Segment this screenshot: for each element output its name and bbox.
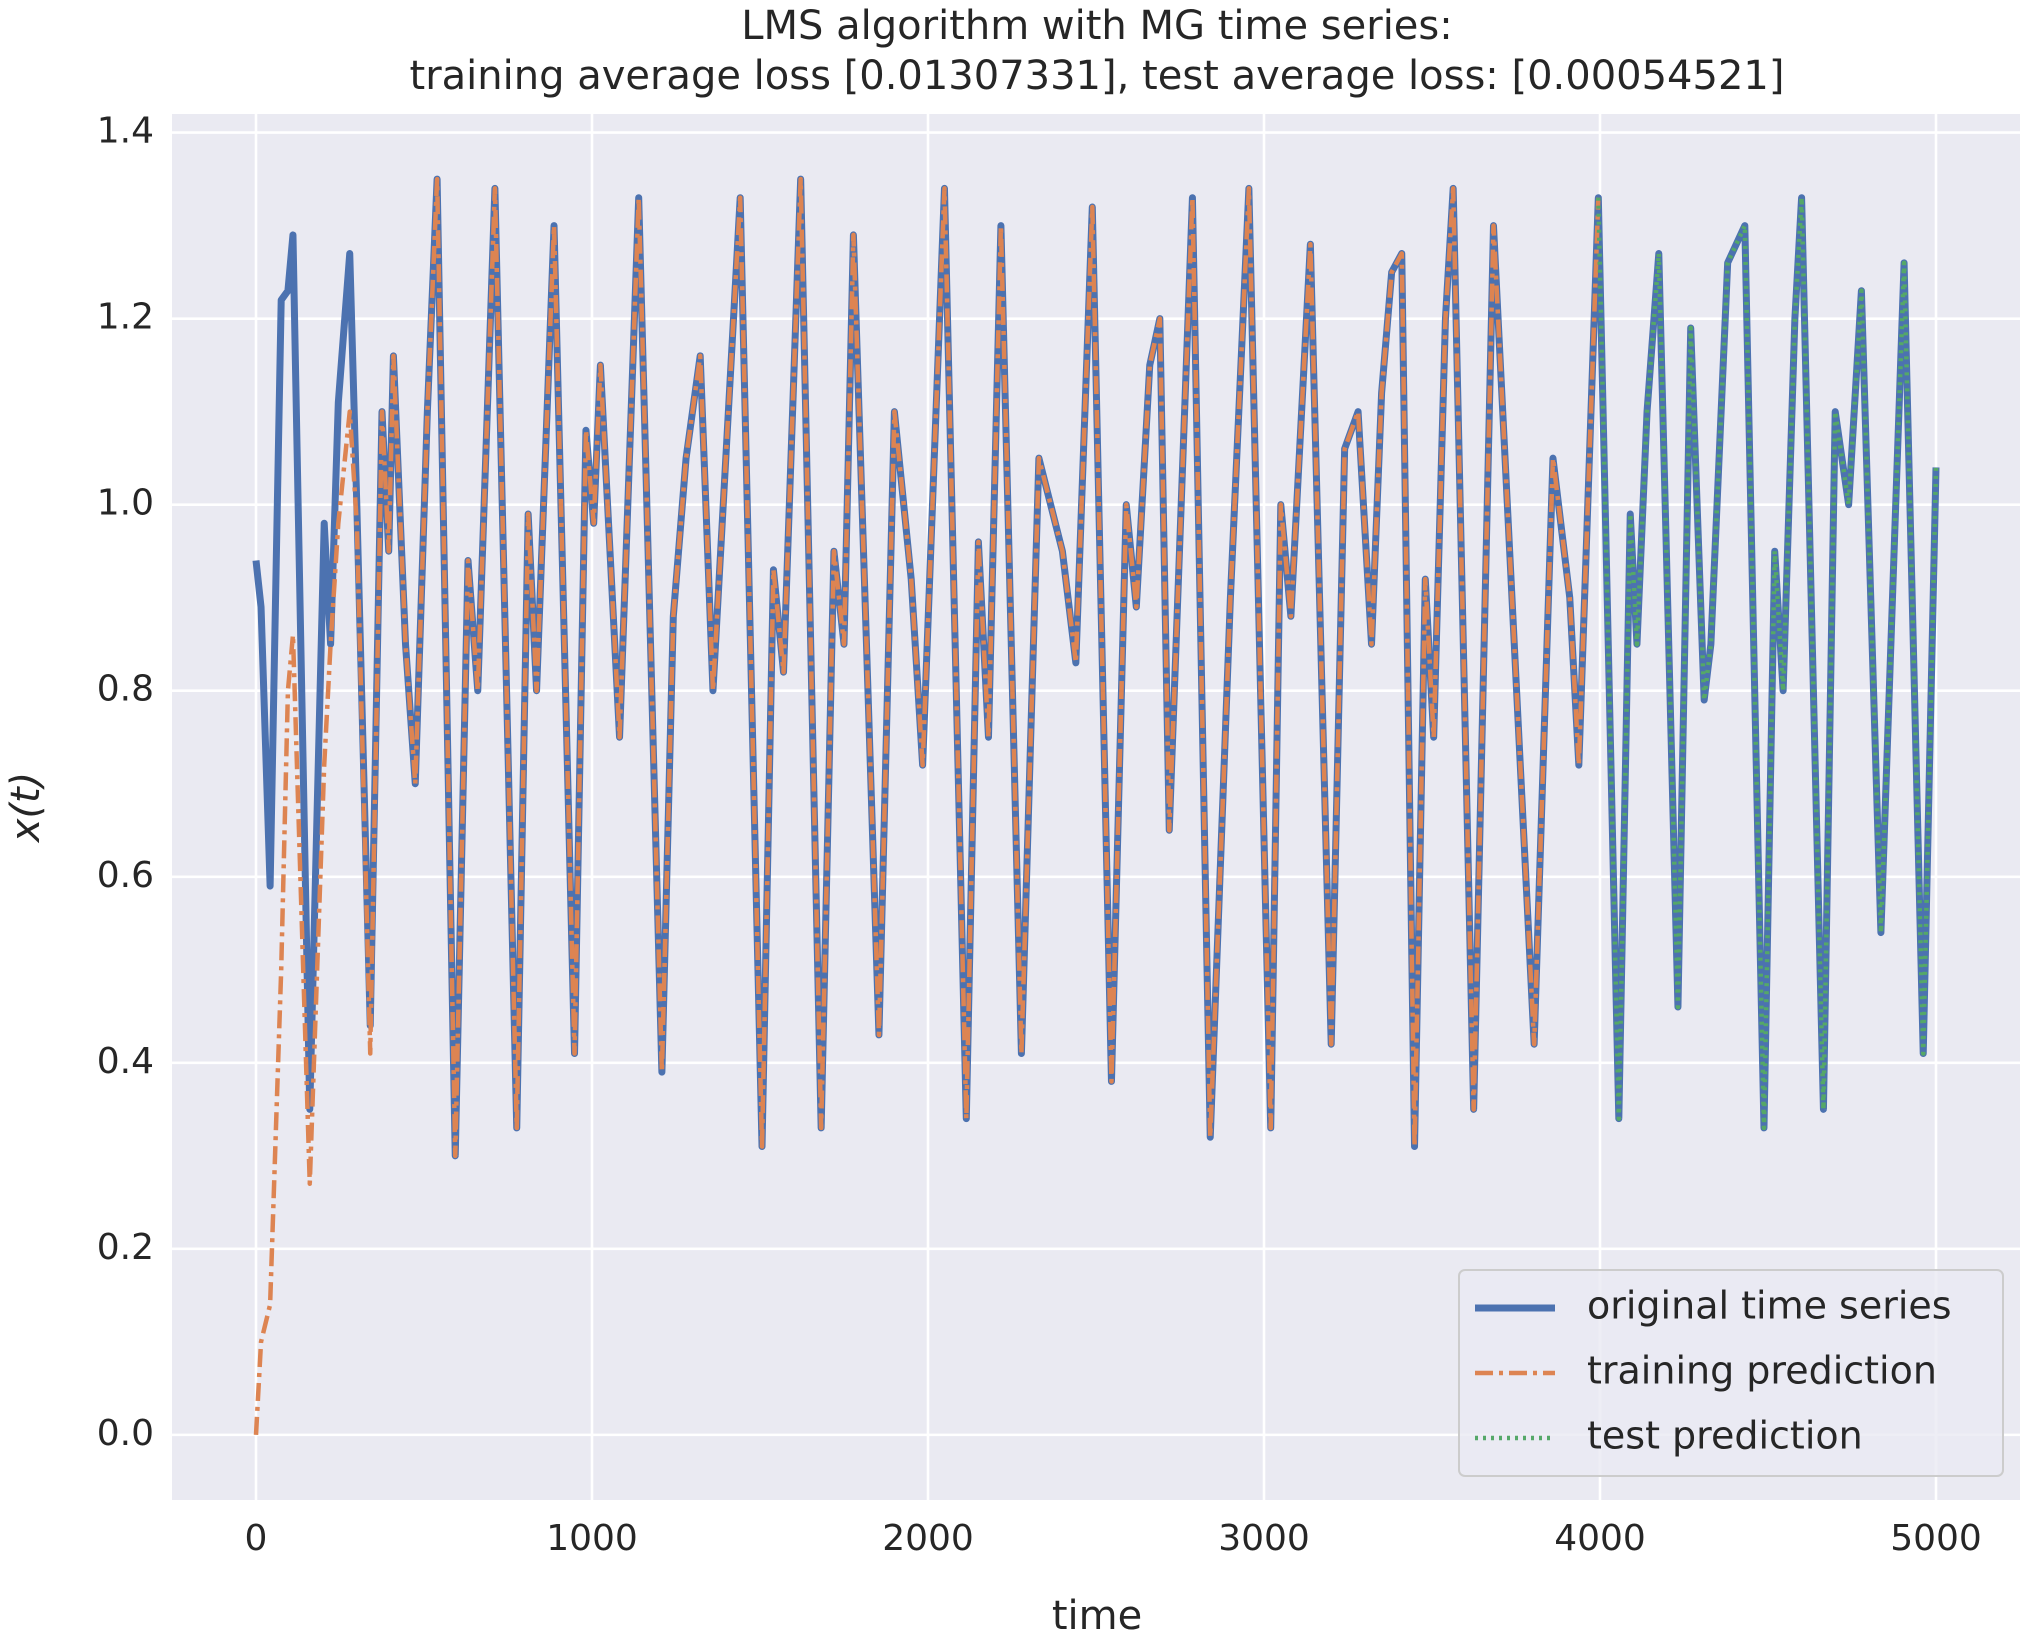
x-tick-label: 2000 — [882, 1518, 974, 1559]
y-tick-label: 0.6 — [97, 855, 154, 896]
y-tick-label: 1.4 — [97, 111, 154, 152]
x-tick-label: 3000 — [1218, 1518, 1310, 1559]
chart-title: training average loss [0.01307331], test… — [410, 53, 1785, 99]
y-tick-label: 1.2 — [97, 297, 154, 338]
legend-box — [1458, 1269, 2004, 1477]
legend-label: test prediction — [1587, 1414, 1863, 1458]
x-tick-label: 1000 — [546, 1518, 638, 1559]
y-tick-label: 0.8 — [97, 669, 154, 710]
series-line — [1596, 195, 1939, 1131]
y-tick-label: 0.0 — [97, 1413, 154, 1454]
x-axis-label: time — [1052, 1593, 1142, 1639]
y-tick-label: 1.0 — [97, 483, 154, 524]
series-line — [253, 176, 1601, 1436]
chart-title: LMS algorithm with MG time series: — [741, 3, 1452, 49]
y-tick-label: 0.2 — [97, 1227, 154, 1268]
x-tick-label: 0 — [245, 1518, 268, 1559]
x-tick-label: 4000 — [1554, 1518, 1646, 1559]
y-axis-label: x(t) — [3, 772, 49, 845]
legend-label: original time series — [1587, 1284, 1952, 1328]
x-tick-label: 5000 — [1890, 1518, 1982, 1559]
legend-label: training prediction — [1587, 1349, 1937, 1393]
legend: original time series training prediction t… — [1458, 1269, 2004, 1477]
y-tick-label: 0.4 — [97, 1041, 154, 1082]
